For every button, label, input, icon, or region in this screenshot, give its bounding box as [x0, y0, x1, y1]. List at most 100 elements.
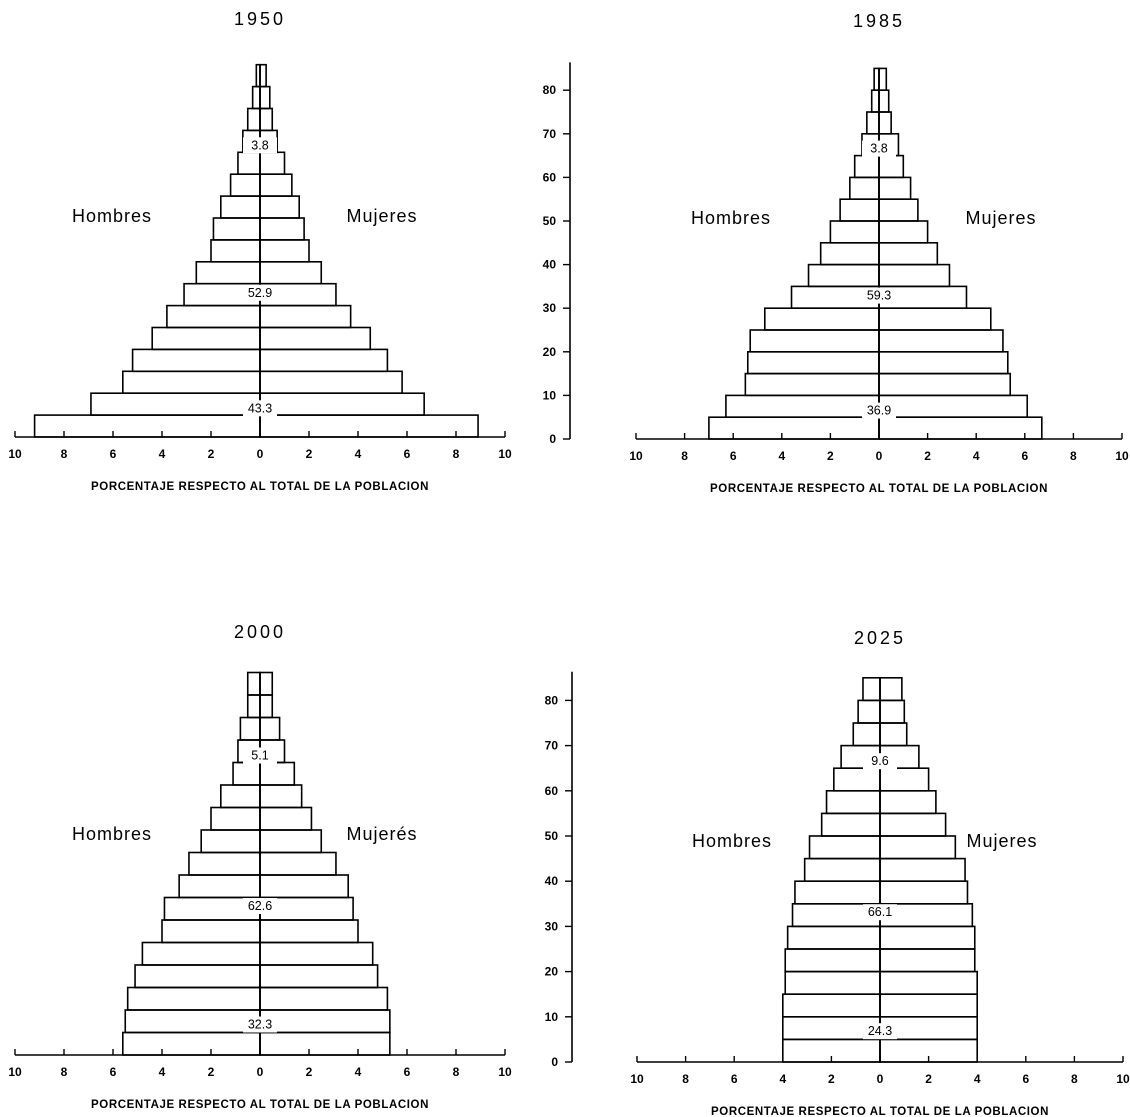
x-tick-label: 6 — [730, 449, 737, 463]
bar-mujeres-45-49 — [879, 835, 957, 860]
group-label-backing — [862, 402, 896, 419]
bar-hombres-45-49 — [200, 829, 261, 854]
bar-hombres-40-44 — [210, 239, 261, 263]
bar-hombres-35-39 — [807, 263, 880, 288]
x-tick-label: 2 — [208, 1065, 215, 1079]
bar-mujeres-40-44 — [259, 851, 337, 876]
y-tick-label: 20 — [545, 965, 559, 979]
bar-mujeres-80+ — [259, 671, 274, 696]
bar-mujeres-20-24 — [259, 326, 372, 351]
bar-hombres-25-29 — [786, 925, 881, 950]
age-group-share-label: 36.9 — [867, 404, 891, 418]
bar-mujeres-40-44 — [259, 239, 310, 263]
x-tick-label: 8 — [61, 1065, 68, 1079]
bar-mujeres-5-9 — [259, 1009, 391, 1034]
bar-hombres-80+ — [862, 676, 881, 702]
y-tick-label: 70 — [543, 127, 557, 141]
group-label-backing — [863, 904, 897, 921]
bar-hombres-25-29 — [763, 307, 880, 331]
bar-hombres-60-64 — [853, 154, 880, 179]
x-tick-label: 4 — [974, 1072, 981, 1086]
bar-hombres-45-49 — [829, 220, 880, 244]
y-tick-label: 50 — [543, 214, 557, 228]
bar-hombres-50-54 — [210, 806, 261, 831]
bar-hombres-15-19 — [131, 348, 261, 373]
bar-hombres-35-39 — [794, 880, 881, 905]
bar-hombres-45-49 — [808, 835, 881, 860]
bar-mujeres-45-49 — [259, 829, 323, 854]
group-label-backing — [862, 287, 896, 304]
x-tick-label: 8 — [453, 447, 460, 461]
x-tick-label: 0 — [257, 1065, 264, 1079]
bar-mujeres-55-59 — [879, 789, 937, 815]
bar-hombres-40-44 — [803, 857, 881, 882]
bar-hombres-70-74 — [866, 111, 880, 135]
y-tick-label: 30 — [545, 919, 559, 933]
bar-mujeres-35-39 — [878, 263, 951, 288]
x-tick-label: 2 — [828, 1072, 835, 1086]
bar-mujeres-70-74 — [879, 722, 908, 747]
bar-hombres-20-24 — [141, 941, 261, 966]
bar-mujeres-75-79 — [878, 89, 890, 113]
x-tick-label: 8 — [681, 449, 688, 463]
bar-mujeres-10-14 — [259, 370, 403, 394]
y-tick-label: 0 — [551, 1055, 558, 1069]
group-label-backing — [243, 898, 277, 914]
bar-hombres-5-9 — [90, 392, 261, 416]
bar-mujeres-60-64 — [879, 767, 930, 792]
bar-mujeres-35-39 — [879, 880, 969, 905]
group-label-backing — [862, 140, 896, 157]
age-group-share-label: 62.6 — [248, 899, 272, 913]
age-group-share-label: 3.8 — [870, 142, 887, 156]
x-tick-label: 6 — [1021, 449, 1028, 463]
bar-hombres-50-54 — [839, 198, 880, 222]
bar-mujeres-60-64 — [259, 761, 296, 786]
x-tick-label: 4 — [159, 447, 166, 461]
bar-mujeres-55-59 — [259, 173, 293, 197]
x-tick-label: 8 — [61, 447, 68, 461]
bar-hombres-55-59 — [849, 176, 880, 200]
age-group-share-label: 52.9 — [248, 286, 272, 300]
group-label-backing — [243, 400, 277, 417]
x-tick-label: 4 — [973, 449, 980, 463]
bar-mujeres-40-44 — [878, 242, 939, 266]
age-group-share-label: 43.3 — [248, 401, 272, 415]
x-tick-label: 8 — [1070, 449, 1077, 463]
y-tick-label: 40 — [543, 258, 557, 272]
y-tick-label: 50 — [545, 829, 559, 843]
bar-hombres-55-59 — [825, 789, 881, 815]
bar-mujeres-10-14 — [878, 372, 1012, 397]
bar-mujeres-35-39 — [259, 260, 323, 285]
bar-hombres-0-4 — [33, 414, 261, 438]
bar-mujeres-55-59 — [878, 176, 912, 200]
age-group-share-label: 32.3 — [248, 1018, 272, 1032]
bar-mujeres-15-19 — [259, 348, 389, 373]
bar-hombres-75-79 — [857, 699, 881, 724]
x-tick-label: 8 — [682, 1072, 689, 1086]
bar-mujeres-15-19 — [879, 970, 978, 995]
x-tick-label: 0 — [257, 447, 264, 461]
chart-title: 2000 — [234, 622, 286, 642]
bar-mujeres-0-4 — [878, 416, 1043, 440]
x-tick-label: 2 — [306, 447, 313, 461]
age-group-share-label: 3.8 — [251, 138, 268, 152]
bar-hombres-50-54 — [820, 812, 881, 837]
left-sex-label: Hombres — [72, 824, 152, 844]
bar-mujeres-5-9 — [259, 392, 425, 416]
group-label-backing — [243, 747, 277, 764]
bar-mujeres-25-29 — [879, 925, 976, 950]
bar-hombres-70-74 — [246, 107, 261, 132]
x-tick-label: 2 — [925, 1072, 932, 1086]
x-axis-label: PORCENTAJE RESPECTO AL TOTAL DE LA POBLA… — [91, 1099, 429, 1111]
x-tick-label: 8 — [453, 1065, 460, 1079]
bar-mujeres-50-54 — [878, 198, 919, 222]
bar-mujeres-75-79 — [879, 699, 906, 724]
x-axis-label: PORCENTAJE RESPECTO AL TOTAL DE LA POBLA… — [91, 481, 429, 493]
x-tick-label: 2 — [827, 449, 834, 463]
bar-mujeres-20-24 — [879, 948, 976, 973]
bar-mujeres-10-14 — [259, 986, 389, 1011]
bar-mujeres-50-54 — [259, 195, 301, 219]
group-label-backing — [863, 1023, 897, 1040]
x-tick-label: 10 — [630, 1072, 644, 1086]
